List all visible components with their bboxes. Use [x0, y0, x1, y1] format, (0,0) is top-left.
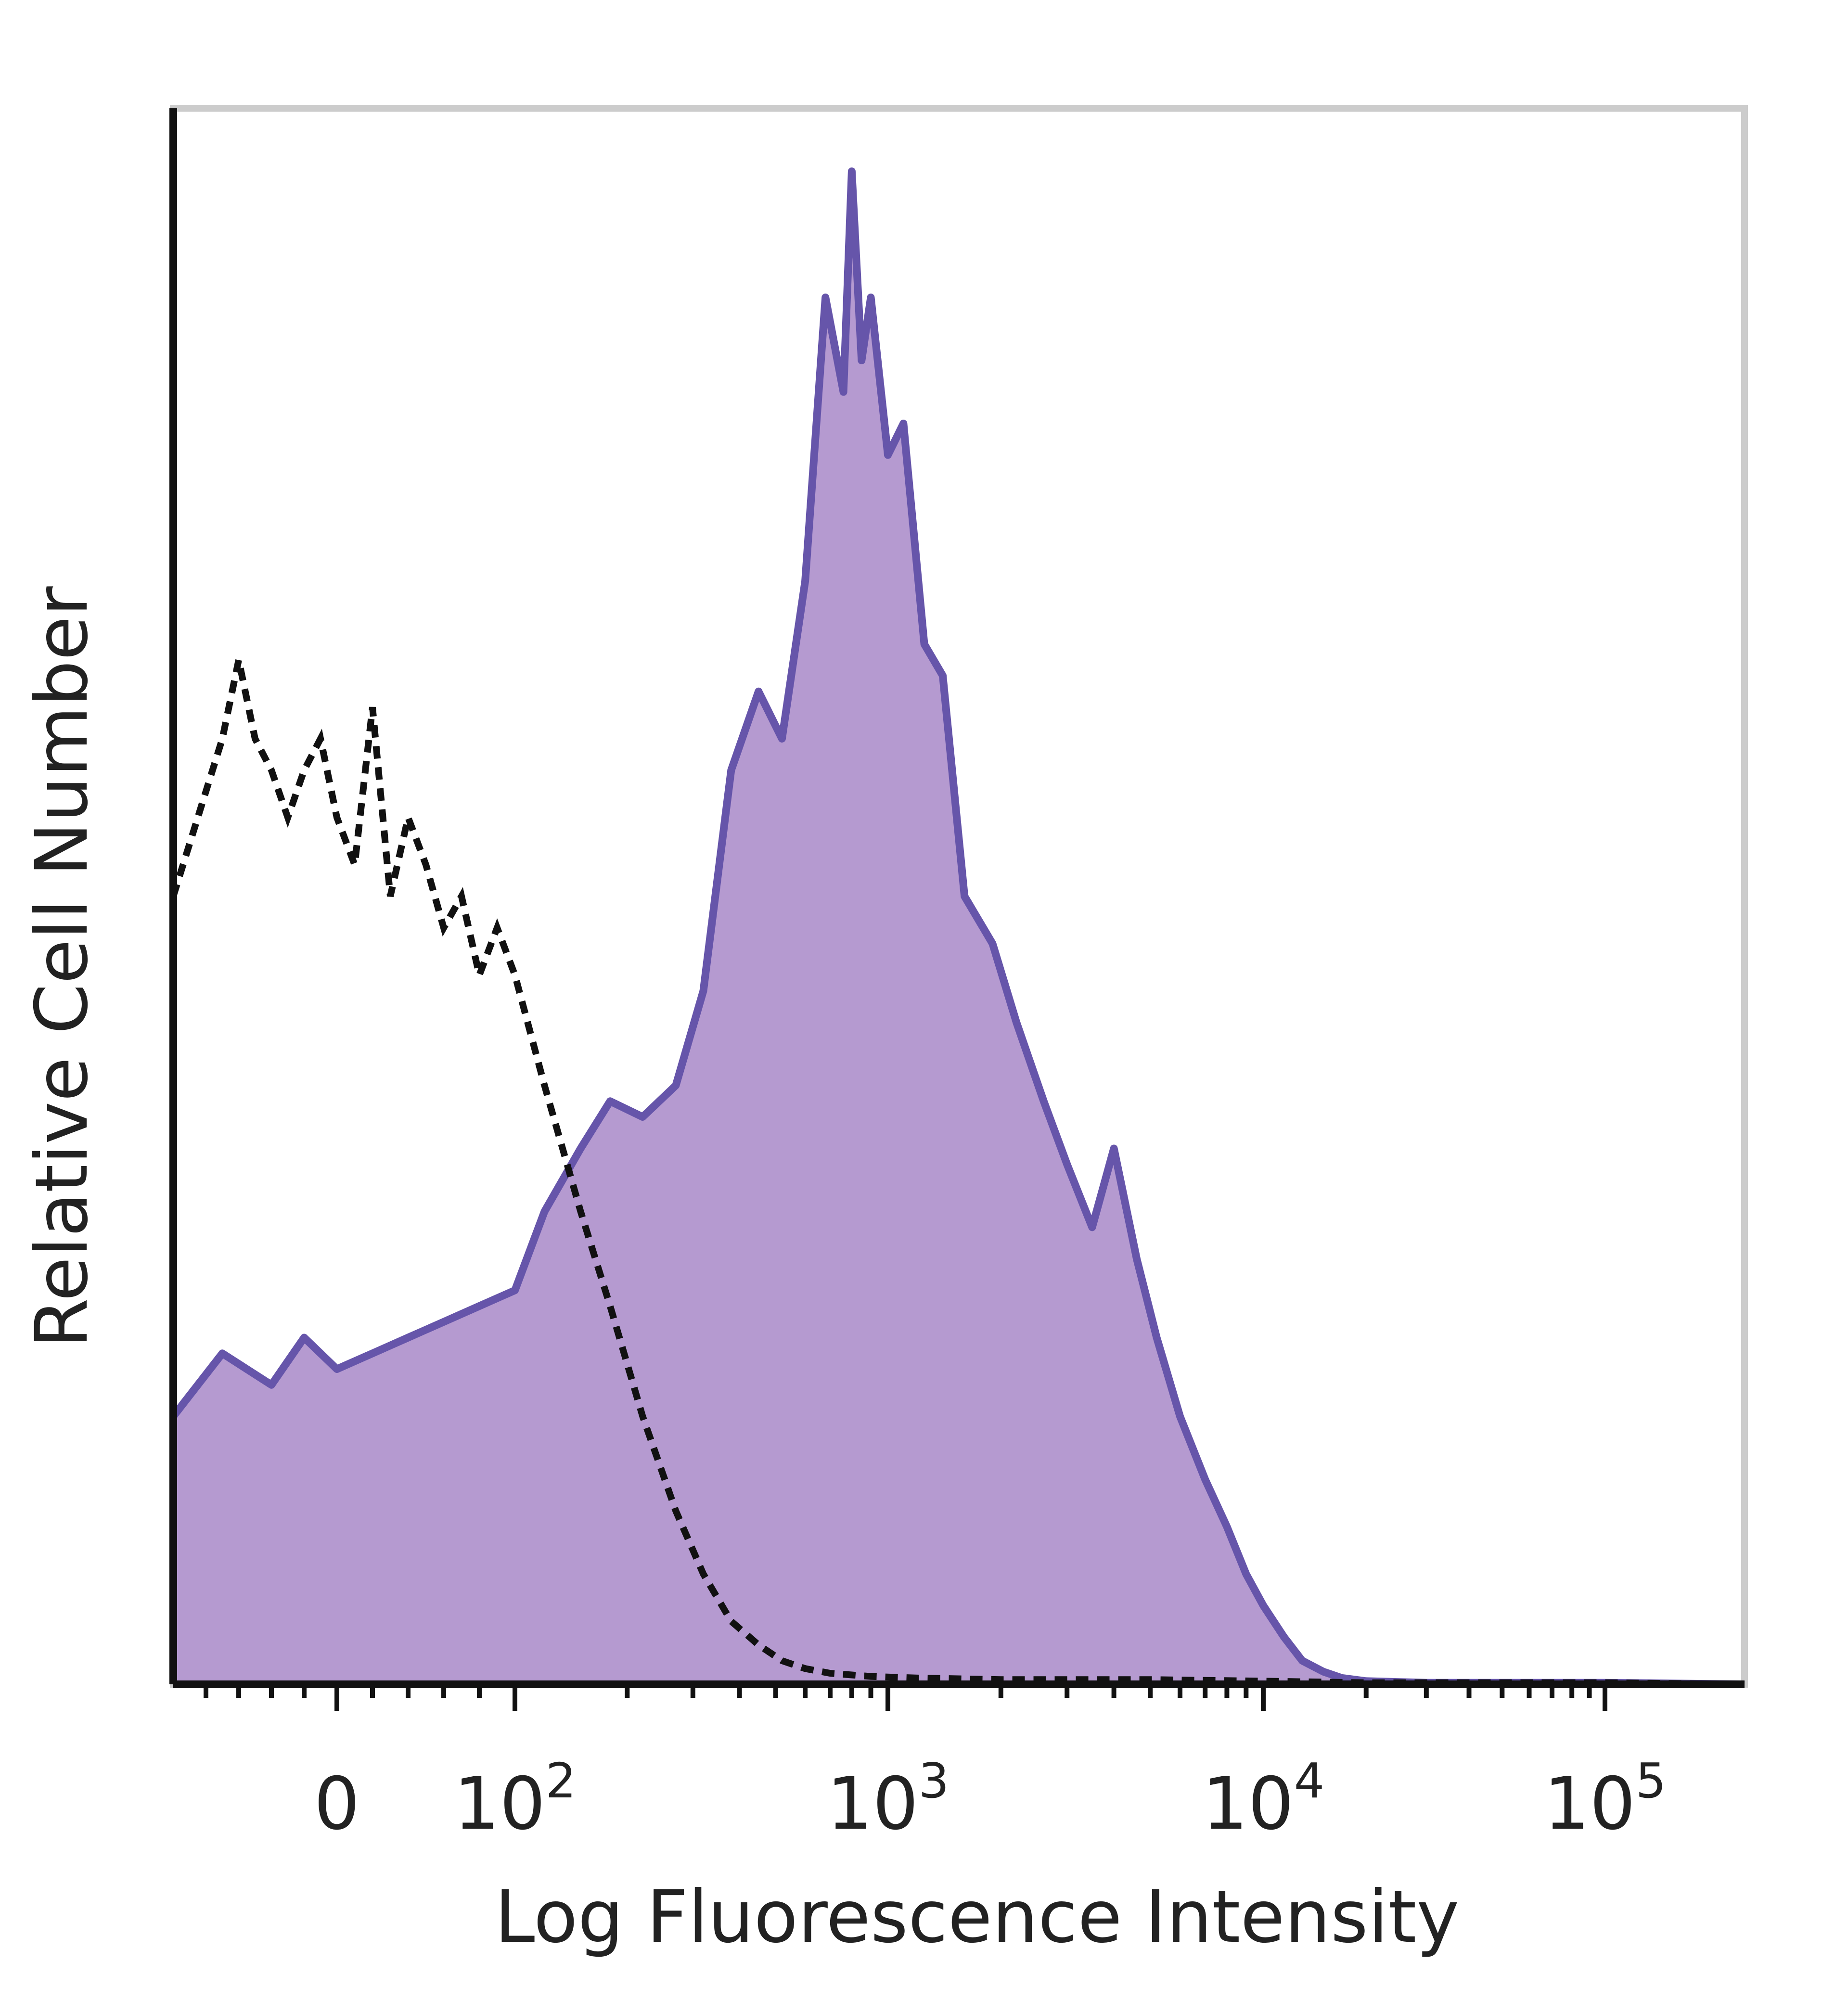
x-tick-10-5-base: 10: [1544, 1762, 1636, 1846]
stained-sample-filled-area: [173, 171, 1745, 1684]
svg-text:102: 102: [454, 1753, 577, 1846]
x-tick-10-5-exponent: 5: [1636, 1753, 1667, 1809]
x-tick-10-2-base: 10: [454, 1762, 546, 1846]
x-tick-10-4: 104: [1202, 1753, 1325, 1846]
isotype-control-dashed-line: [170, 659, 1745, 1688]
svg-text:104: 104: [1202, 1753, 1325, 1846]
x-tick-10-2-exponent: 2: [546, 1753, 577, 1809]
y-axis-title: Relative Cell Number: [20, 586, 104, 1348]
x-tick-10-4-base: 10: [1202, 1762, 1294, 1846]
x-tick-10-3-exponent: 3: [919, 1753, 950, 1809]
svg-text:105: 105: [1544, 1753, 1667, 1846]
x-tick-0-base: 0: [314, 1762, 359, 1846]
x-tick-10-3: 103: [827, 1753, 950, 1846]
x-tick-10-2: 102: [454, 1753, 577, 1846]
x-axis-title: Log Fluorescence Intensity: [495, 1875, 1459, 1959]
x-tick-10-3-base: 10: [827, 1762, 919, 1846]
x-tick-10-5: 105: [1544, 1753, 1667, 1846]
stained-sample-outline: [170, 167, 1745, 1688]
x-tick-0: 0: [314, 1762, 359, 1846]
x-axis-ticks: [204, 1684, 1607, 1711]
x-tick-10-4-exponent: 4: [1294, 1753, 1325, 1809]
svg-text:103: 103: [827, 1753, 950, 1846]
svg-text:0: 0: [314, 1762, 359, 1846]
